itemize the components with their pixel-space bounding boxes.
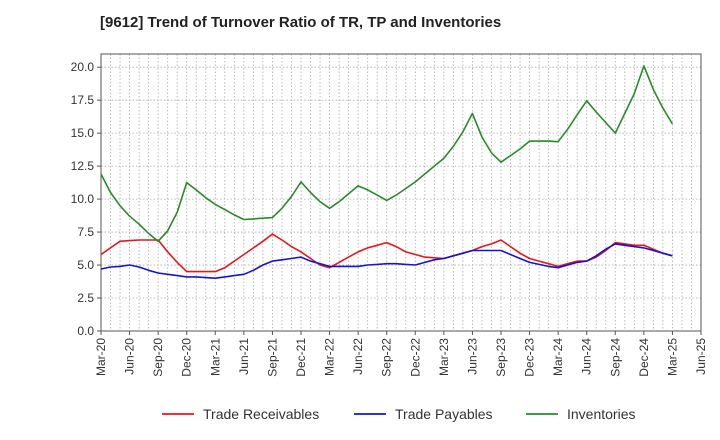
x-tick-label: Dec-21 — [294, 338, 308, 377]
y-tick-label: 17.5 — [71, 93, 95, 107]
y-tick-label: 0.0 — [77, 324, 94, 338]
y-tick-label: 5.0 — [77, 258, 94, 272]
x-tick-label: Jun-21 — [237, 338, 251, 375]
x-tick-label: Sep-21 — [265, 338, 279, 377]
x-tick-label: Dec-22 — [408, 338, 422, 377]
x-tick-label: Sep-23 — [494, 338, 508, 377]
x-tick-label: Mar-21 — [208, 338, 222, 376]
series-layer — [100, 65, 674, 280]
x-tick-label: Jun-25 — [694, 338, 708, 375]
x-tick-label: Sep-22 — [380, 338, 394, 377]
series-line-trade-payables — [100, 243, 673, 280]
x-tick-label: Dec-23 — [523, 338, 537, 377]
legend-label: Trade Payables — [395, 406, 493, 422]
x-tick-label: Dec-20 — [180, 338, 194, 377]
legend-label: Trade Receivables — [203, 406, 319, 422]
legend-label: Inventories — [567, 406, 635, 422]
grid-layer — [101, 54, 701, 332]
x-tick-label: Mar-25 — [665, 338, 679, 376]
x-tick-label: Mar-20 — [94, 338, 108, 376]
x-tick-label: Mar-23 — [437, 338, 451, 376]
y-tick-label: 15.0 — [71, 126, 95, 140]
y-tick-label: 7.5 — [77, 225, 94, 239]
x-tick-label: Mar-24 — [551, 338, 565, 376]
x-tick-label: Jun-22 — [351, 338, 365, 375]
x-tick-label: Mar-22 — [323, 338, 337, 376]
x-tick-label: Sep-24 — [608, 338, 622, 377]
x-tick-label: Dec-24 — [637, 338, 651, 377]
chart-title: [9612] Trend of Turnover Ratio of TR, TP… — [100, 14, 502, 31]
y-tick-label: 2.5 — [77, 291, 94, 305]
y-tick-label: 20.0 — [71, 60, 95, 74]
x-tick-label: Jun-24 — [580, 338, 594, 375]
x-tick-label: Sep-20 — [151, 338, 165, 377]
x-tick-label: Jun-20 — [123, 338, 137, 375]
legend: Trade Receivables Trade Payables Inventori… — [162, 406, 635, 422]
y-tick-label: 12.5 — [71, 159, 95, 173]
y-axis-ticks: 0.0 2.5 5.0 7.5 10.0 12.5 15.0 17.5 20.0 — [71, 60, 101, 338]
series-line-trade-receivables — [100, 233, 673, 273]
plot-frame — [100, 53, 702, 332]
y-tick-label: 10.0 — [71, 192, 95, 206]
x-tick-label: Jun-23 — [465, 338, 479, 375]
x-axis-ticks: Mar-20 Jun-20 Sep-20 Dec-20 Mar-21 Jun-21 Sep-… — [94, 331, 708, 377]
series-line-inventories — [100, 65, 674, 243]
